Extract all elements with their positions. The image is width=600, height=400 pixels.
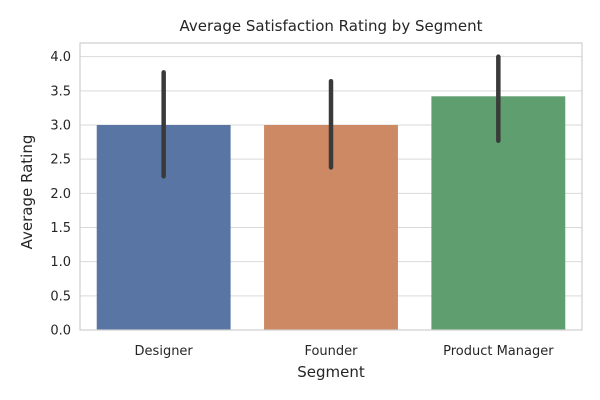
y-tick-label: 1.5	[50, 221, 71, 236]
x-tick-label: Product Manager	[443, 344, 554, 359]
y-tick-label: 0.5	[50, 289, 71, 304]
x-axis-label: Segment	[297, 363, 365, 381]
chart-title: Average Satisfaction Rating by Segment	[180, 17, 483, 35]
x-tick-label: Founder	[304, 344, 358, 359]
x-tick-labels: Designer Founder Product Manager	[135, 344, 555, 359]
y-axis-label: Average Rating	[18, 135, 36, 250]
y-tick-label: 2.5	[50, 153, 71, 168]
y-tick-label: 1.0	[50, 255, 71, 270]
y-tick-label: 3.5	[50, 84, 71, 99]
y-tick-label: 0.0	[50, 324, 71, 339]
y-tick-labels: 0.0 0.5 1.0 1.5 2.0 2.5 3.0 3.5 4.0	[50, 50, 71, 338]
error-bars	[161, 54, 501, 179]
y-tick-label: 3.0	[50, 119, 71, 134]
plot-frame	[79, 42, 583, 331]
x-tick-label: Designer	[135, 344, 194, 359]
y-tick-label: 4.0	[50, 50, 71, 65]
y-tick-label: 2.0	[50, 187, 71, 202]
